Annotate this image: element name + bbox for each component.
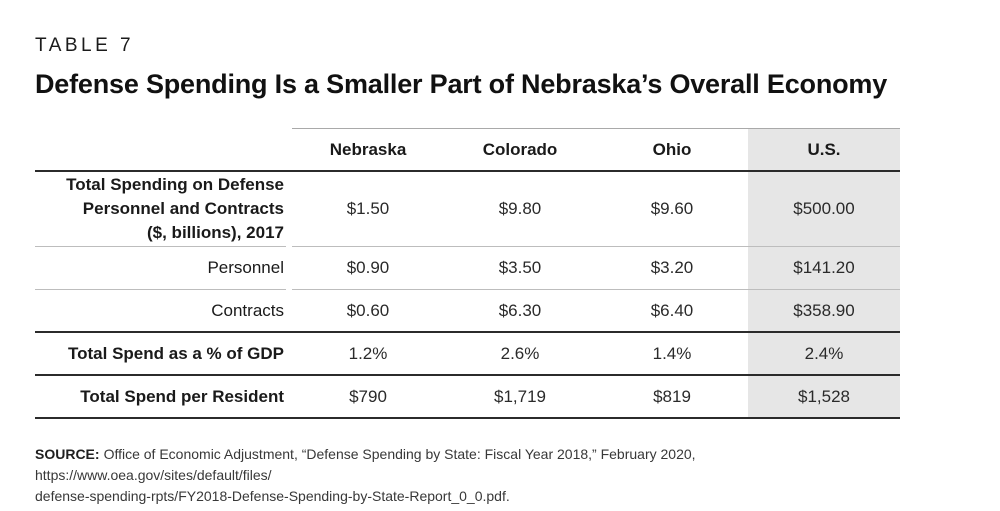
row-label-pct-gdp: Total Spend as a % of GDP <box>68 343 284 363</box>
cell-per-resident-colorado: $1,719 <box>494 386 546 406</box>
row-label-contracts: Contracts <box>211 300 284 320</box>
cell-personnel-nebraska: $0.90 <box>346 258 390 277</box>
row-data-group: 1.2% 2.6% 1.4% 2.4% <box>292 333 900 374</box>
header-empty-label-cell <box>35 128 286 170</box>
row-label-line-2: Personnel and Contracts <box>82 199 284 218</box>
cell-pct-gdp-us: 2.4% <box>748 333 900 374</box>
cell-total-spending-ohio: $9.60 <box>650 199 694 218</box>
report-figure-page: TABLE 7 Defense Spending Is a Smaller Pa… <box>35 35 900 504</box>
cell-per-resident-us: $1,528 <box>748 376 900 417</box>
row-label-line-3: ($, billions), 2017 <box>147 223 284 242</box>
cell-per-resident-ohio: $819 <box>653 386 691 406</box>
source-text: Office of Economic Adjustment, “Defense … <box>35 446 696 483</box>
table-row-pct-gdp: Total Spend as a % of GDP 1.2% 2.6% 1.4%… <box>35 333 900 376</box>
table-row-personnel: Personnel $0.90 $3.50 $3.20 $141.20 <box>35 247 900 290</box>
row-data-group: $0.90 $3.50 $3.20 $141.20 <box>292 247 900 290</box>
cell-pct-gdp-colorado: 2.6% <box>500 343 540 363</box>
row-data-group: $1.50 $9.80 $9.60 $500.00 <box>292 172 900 247</box>
cell-total-spending-us: $500.00 <box>748 172 900 246</box>
source-line-2: defense-spending-rpts/FY2018-Defense-Spe… <box>35 488 510 504</box>
column-header-ohio: Ohio <box>652 139 692 159</box>
row-label-line-1: Total Spending on Defense <box>66 175 284 194</box>
cell-contracts-colorado: $6.30 <box>498 300 542 320</box>
cell-personnel-ohio: $3.20 <box>650 258 694 277</box>
cell-pct-gdp-nebraska: 1.2% <box>348 343 388 363</box>
cell-personnel-us: $141.20 <box>748 247 900 289</box>
cell-pct-gdp-ohio: 1.4% <box>652 343 692 363</box>
row-label-personnel: Personnel <box>35 247 286 290</box>
table-row-contracts: Contracts $0.60 $6.30 $6.40 $358.90 <box>35 290 900 333</box>
row-data-group: $0.60 $6.30 $6.40 $358.90 <box>292 290 900 331</box>
row-label-per-resident: Total Spend per Resident <box>80 386 284 406</box>
row-data-group: $790 $1,719 $819 $1,528 <box>292 376 900 417</box>
column-header-nebraska: Nebraska <box>329 139 407 159</box>
cell-contracts-nebraska: $0.60 <box>346 300 390 320</box>
table-header-row: Nebraska Colorado Ohio U.S. <box>35 128 900 172</box>
column-header-colorado: Colorado <box>482 139 558 159</box>
table-row-total-spending: Total Spending on Defense Personnel and … <box>35 172 900 247</box>
cell-contracts-ohio: $6.40 <box>650 300 694 320</box>
table-row-per-resident: Total Spend per Resident $790 $1,719 $81… <box>35 376 900 419</box>
table-number-kicker: TABLE 7 <box>35 35 135 56</box>
row-label-total-spending: Total Spending on Defense Personnel and … <box>35 172 286 247</box>
cell-total-spending-nebraska: $1.50 <box>346 199 390 218</box>
cell-contracts-us: $358.90 <box>748 290 900 331</box>
source-line-1: SOURCE: Office of Economic Adjustment, “D… <box>35 444 925 486</box>
source-note: SOURCE: Office of Economic Adjustment, “D… <box>35 444 925 507</box>
cell-total-spending-colorado: $9.80 <box>498 199 542 218</box>
cell-personnel-colorado: $3.50 <box>498 258 542 277</box>
column-header-us: U.S. <box>748 129 900 170</box>
cell-per-resident-nebraska: $790 <box>349 386 387 406</box>
defense-spending-table: Nebraska Colorado Ohio U.S. Total Spendi… <box>35 128 900 419</box>
table-title: Defense Spending Is a Smaller Part of Ne… <box>35 69 888 99</box>
source-label: SOURCE: <box>35 446 100 462</box>
header-data-group: Nebraska Colorado Ohio U.S. <box>292 128 900 170</box>
